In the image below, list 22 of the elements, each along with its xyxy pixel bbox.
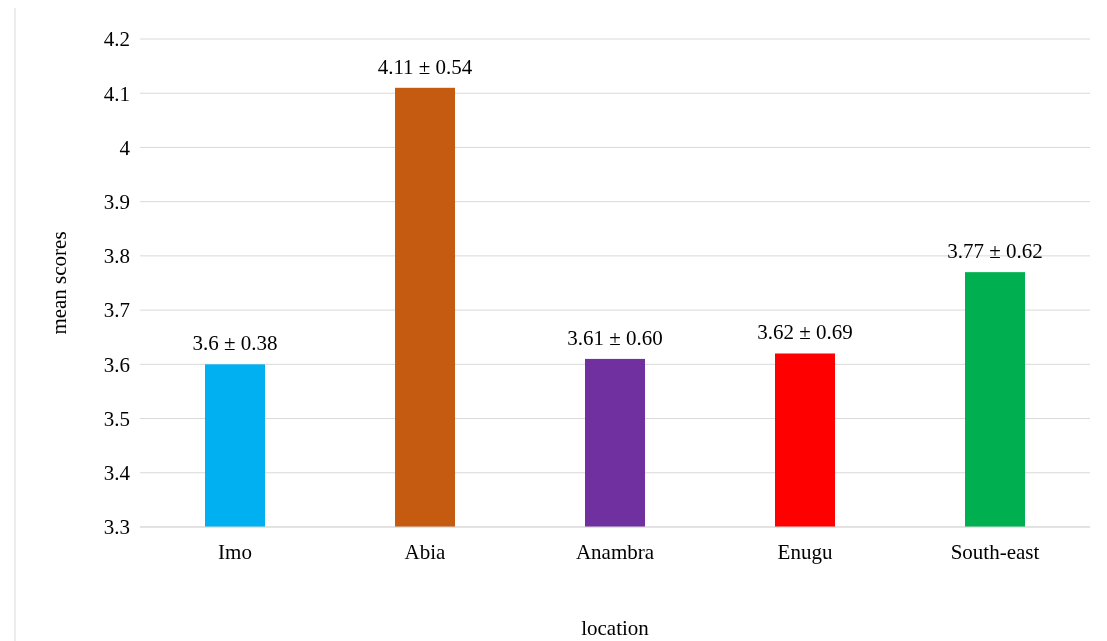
x-tick-label: Imo xyxy=(218,540,252,564)
data-label: 3.77 ± 0.62 xyxy=(947,239,1043,264)
x-tick-label: Abia xyxy=(404,540,447,564)
y-tick-label: 4.2 xyxy=(103,27,130,52)
y-tick-label: 3.7 xyxy=(103,298,130,323)
y-tick-label: 4.1 xyxy=(103,81,130,106)
y-axis-title: mean scores xyxy=(47,231,71,335)
x-tick-label: Anambra xyxy=(575,540,655,564)
data-label: 3.6 ± 0.38 xyxy=(192,331,278,356)
y-tick-label: 3.5 xyxy=(103,406,130,431)
y-tick-label: 3.9 xyxy=(103,190,130,215)
x-axis-title: location xyxy=(581,616,650,640)
data-label: 4.11 ± 0.54 xyxy=(377,54,473,79)
data-label: 3.62 ± 0.69 xyxy=(757,320,853,345)
y-tick-label: 4 xyxy=(119,135,131,160)
y-tick-label: 3.3 xyxy=(103,515,130,540)
y-tick-label: 3.6 xyxy=(103,352,130,377)
x-tick-label: Enugu xyxy=(777,540,833,564)
y-tick-label: 3.4 xyxy=(103,461,131,486)
y-tick-label: 3.8 xyxy=(103,244,130,269)
x-tick-label: South-east xyxy=(950,540,1040,564)
data-label: 3.61 ± 0.60 xyxy=(567,325,663,350)
